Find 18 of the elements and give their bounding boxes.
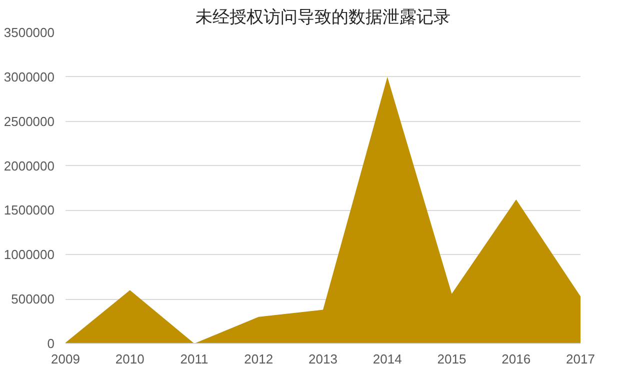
y-tick-label: 0	[47, 336, 55, 351]
y-tick-label: 3000000	[4, 69, 55, 84]
x-tick-label: 2016	[502, 352, 531, 366]
x-tick-label: 2013	[308, 352, 338, 366]
y-tick-label: 2000000	[4, 158, 55, 174]
y-tick-label: 3500000	[4, 25, 55, 40]
x-tick-label: 2011	[180, 352, 208, 366]
y-tick-label: 1000000	[4, 247, 55, 262]
y-tick-label: 500000	[11, 292, 55, 307]
y-tick-label: 1500000	[4, 202, 55, 218]
x-tick-label: 2017	[566, 352, 595, 366]
y-tick-label: 2500000	[4, 114, 55, 129]
x-tick-label: 2012	[244, 352, 274, 366]
x-tick-label: 2015	[437, 352, 466, 366]
x-tick-label: 2009	[51, 352, 80, 366]
x-tick-label: 2010	[115, 352, 144, 366]
chart-title: 未经授权访问导致的数据泄露记录	[196, 8, 450, 28]
x-tick-label: 2014	[372, 352, 402, 366]
